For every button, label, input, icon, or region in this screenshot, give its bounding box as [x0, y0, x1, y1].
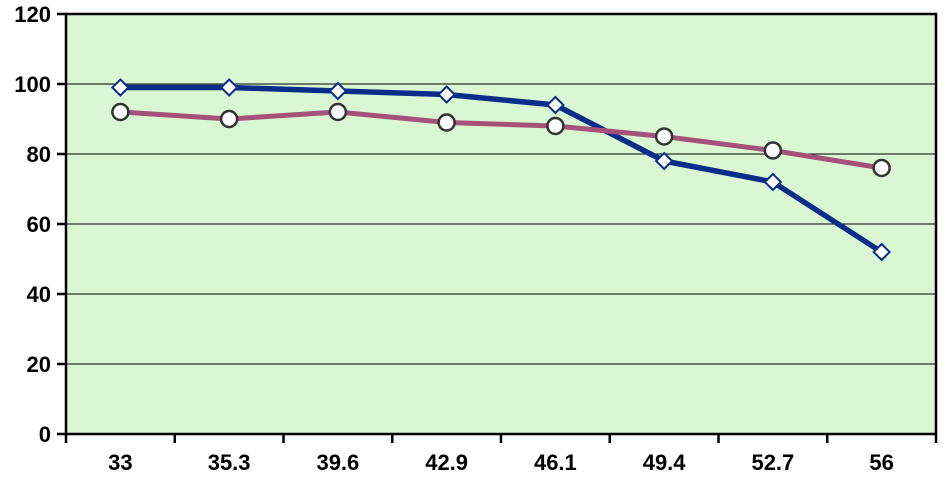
- circle-marker: [111, 102, 130, 122]
- diamond-marker: [328, 81, 348, 101]
- x-axis-label: 39.6: [316, 450, 359, 475]
- x-axis-label: 42.9: [425, 450, 468, 475]
- navy-diamond-series-line: [117, 84, 885, 255]
- diamond-marker: [872, 242, 892, 262]
- x-axis-label: 52.7: [751, 450, 794, 475]
- y-axis-label: 20: [27, 352, 51, 377]
- x-axis-label: 49.4: [643, 450, 687, 475]
- circle-marker: [328, 102, 348, 122]
- circle-marker: [219, 109, 239, 129]
- y-axis-label: 0: [39, 422, 51, 447]
- circle-marker: [872, 158, 891, 178]
- diamond-marker: [219, 78, 239, 97]
- circle-marker: [546, 116, 565, 136]
- circle-marker: [654, 127, 674, 146]
- y-axis-label: 100: [14, 72, 51, 97]
- y-axis-label: 60: [27, 212, 51, 237]
- diamond-marker: [110, 78, 130, 97]
- y-axis-label: 40: [27, 282, 51, 307]
- diamond-marker: [654, 151, 674, 171]
- x-axis-label: 56: [869, 450, 893, 475]
- y-axis-label: 120: [14, 2, 51, 27]
- x-axis-label: 33: [108, 450, 132, 475]
- y-axis-label: 80: [27, 142, 51, 167]
- circle-marker: [437, 113, 456, 132]
- diamond-marker: [437, 85, 457, 104]
- diamond-marker: [545, 95, 565, 115]
- x-axis-label: 46.1: [534, 450, 577, 475]
- x-axis-label: 35.3: [208, 450, 251, 475]
- diamond-marker: [763, 172, 783, 192]
- plum-circle-series-line: [117, 109, 885, 171]
- circle-marker: [763, 141, 783, 160]
